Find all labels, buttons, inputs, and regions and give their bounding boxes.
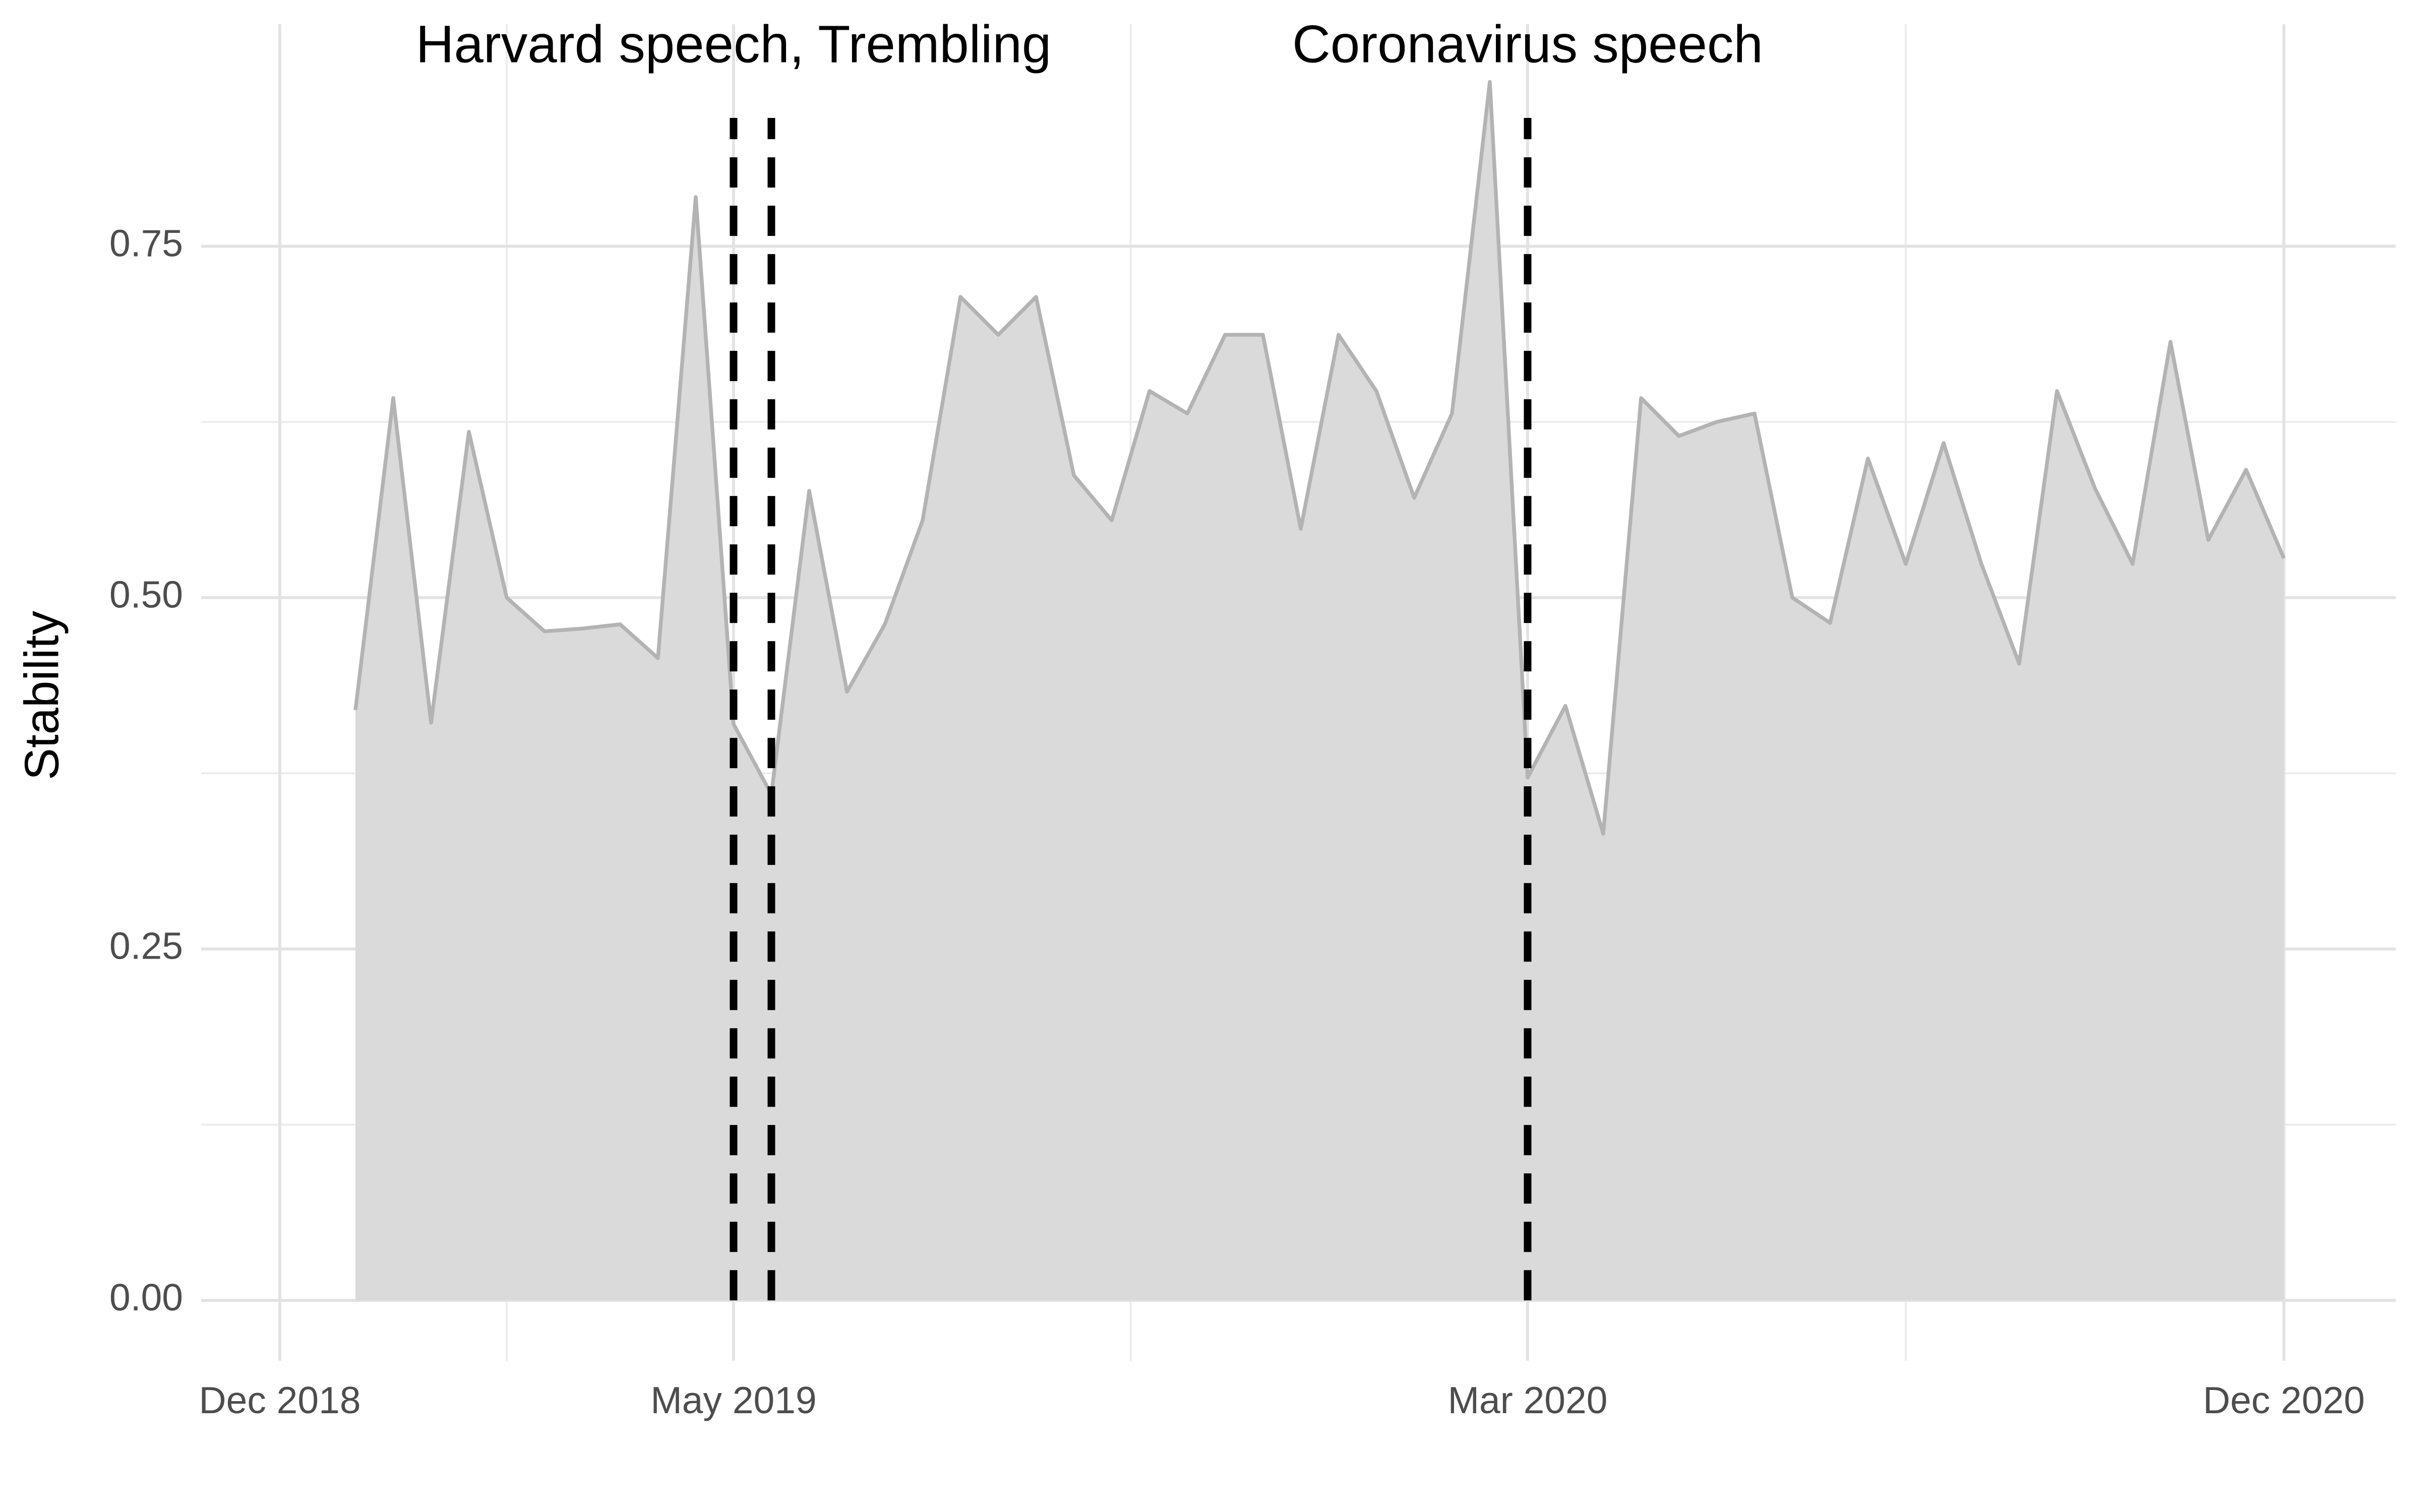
- x-tick-label: Mar 2020: [1448, 1379, 1608, 1421]
- x-tick-label: May 2019: [650, 1379, 816, 1421]
- y-tick-label: 0.00: [109, 1276, 183, 1318]
- y-tick-label: 0.25: [109, 925, 183, 967]
- annotation: Harvard speech, Trembling: [416, 15, 1052, 74]
- y-tick-label: 0.75: [109, 222, 183, 264]
- x-tick-label: Dec 2020: [2203, 1379, 2365, 1421]
- line: [353, 80, 2286, 836]
- annotation: Coronavirus speech: [1292, 15, 1763, 74]
- y-tick-label: 0.50: [109, 574, 183, 616]
- x-tick-label: Dec 2018: [199, 1379, 360, 1421]
- area: [355, 82, 2284, 1301]
- y-axis-title: Stability: [15, 611, 69, 780]
